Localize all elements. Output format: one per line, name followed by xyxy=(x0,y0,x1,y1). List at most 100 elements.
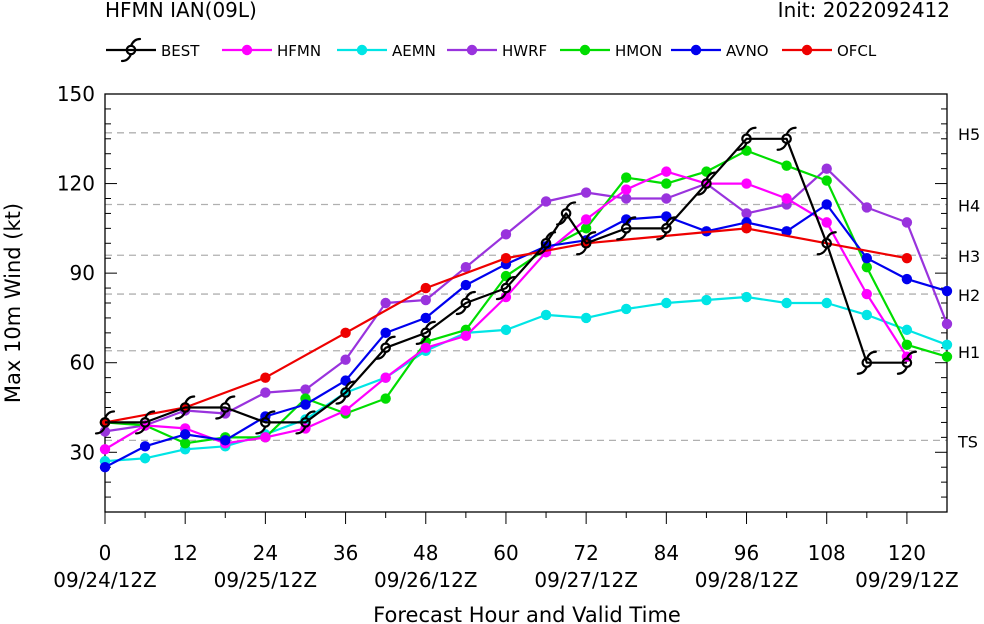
y-tick-label: 90 xyxy=(70,261,95,285)
legend-label: OFCL xyxy=(837,42,877,60)
point-best xyxy=(856,350,877,375)
point-hwrf xyxy=(741,208,752,219)
legend-marker xyxy=(801,44,813,56)
point-aemn xyxy=(500,324,512,336)
category-label: H3 xyxy=(958,247,980,266)
point-best xyxy=(776,126,797,151)
point-hfmn xyxy=(260,432,271,443)
point-hwrf xyxy=(420,294,431,306)
date-tick-label: 09/24/12Z xyxy=(53,568,157,592)
point-hmon xyxy=(621,172,632,183)
point-ofcl xyxy=(500,253,512,264)
point-avno xyxy=(99,462,111,473)
point-best xyxy=(816,231,837,256)
point-hfmn xyxy=(380,372,391,383)
point-avno xyxy=(821,199,832,210)
point-hfmn xyxy=(420,342,431,353)
x-tick-label: 84 xyxy=(654,541,679,565)
point-hwrf xyxy=(300,384,311,395)
point-best xyxy=(134,410,156,435)
point-hwrf xyxy=(380,297,391,309)
point-best xyxy=(495,275,517,301)
date-tick-label: 09/27/12Z xyxy=(534,568,638,592)
point-best xyxy=(736,126,757,151)
point-ofcl xyxy=(420,282,431,294)
point-best xyxy=(175,395,196,420)
point-best xyxy=(696,171,717,196)
x-tick-label: 24 xyxy=(253,541,278,565)
category-label: H4 xyxy=(958,196,980,215)
point-hmon xyxy=(179,438,191,449)
point-aemn xyxy=(580,312,592,324)
legend-marker xyxy=(356,44,368,56)
y-axis-label: Max 10m Wind (kt) xyxy=(1,203,25,403)
point-hwrf xyxy=(580,187,592,198)
point-best xyxy=(616,216,637,241)
point-hfmn xyxy=(580,214,592,225)
y-tick-label: 60 xyxy=(70,351,95,375)
x-tick-label: 60 xyxy=(493,541,518,565)
point-hwrf xyxy=(340,354,351,365)
point-aemn xyxy=(661,297,672,309)
series-layer xyxy=(94,126,953,473)
point-hwrf xyxy=(861,202,873,213)
series-line-avno xyxy=(104,203,948,469)
point-best xyxy=(455,290,476,316)
point-hfmn xyxy=(99,444,111,455)
x-axis-label: Forecast Hour and Valid Time xyxy=(373,603,681,624)
point-avno xyxy=(420,312,431,324)
point-avno xyxy=(139,441,151,452)
point-aemn xyxy=(621,303,632,315)
legend-item-hmon: HMON xyxy=(560,42,662,60)
point-aemn xyxy=(139,453,151,464)
point-aemn xyxy=(701,294,712,306)
point-best xyxy=(555,201,577,226)
point-avno xyxy=(781,226,792,237)
point-hfmn xyxy=(781,193,792,204)
legend-marker xyxy=(120,37,142,63)
x-tick-label: 120 xyxy=(888,541,926,565)
point-avno xyxy=(621,214,632,225)
point-best xyxy=(375,335,396,360)
point-ofcl xyxy=(901,253,913,264)
point-hfmn xyxy=(741,178,752,189)
point-avno xyxy=(941,285,953,297)
point-hmon xyxy=(380,393,391,404)
grid-layer: TS H1 H2 H3 H4 H5 xyxy=(105,125,980,451)
point-hwrf xyxy=(661,193,672,204)
legend-label: AVNO xyxy=(726,42,769,60)
y-tick-label: 150 xyxy=(57,82,95,106)
legend-marker xyxy=(241,44,253,56)
point-avno xyxy=(220,435,231,446)
series-best xyxy=(94,126,918,435)
legend: BEST HFMN AEMN HWRF HMON AVNO OFCL xyxy=(106,37,877,63)
point-hwrf xyxy=(260,387,271,398)
series-hwrf xyxy=(99,163,953,437)
point-aemn xyxy=(941,339,953,350)
point-avno xyxy=(380,327,391,339)
point-hfmn xyxy=(861,288,873,300)
series-line-best xyxy=(105,137,907,424)
x-tick-label: 48 xyxy=(413,541,438,565)
legend-label: HFMN xyxy=(277,42,321,60)
y-tick-label: 120 xyxy=(57,172,95,196)
point-avno xyxy=(901,273,913,285)
point-hmon xyxy=(580,223,592,234)
date-tick-label: 09/28/12Z xyxy=(695,568,799,592)
category-label: H5 xyxy=(958,125,980,144)
point-ofcl xyxy=(340,327,351,339)
point-aemn xyxy=(781,297,792,309)
x-tick-label: 12 xyxy=(172,541,197,565)
point-hmon xyxy=(941,351,953,362)
legend-item-avno: AVNO xyxy=(671,42,769,60)
legend-label: AEMN xyxy=(392,42,436,60)
x-tick-label: 108 xyxy=(808,541,846,565)
point-hfmn xyxy=(621,184,632,195)
point-hwrf xyxy=(941,318,953,330)
point-best xyxy=(215,395,236,420)
legend-item-ofcl: OFCL xyxy=(782,42,877,60)
point-best xyxy=(576,231,597,256)
point-best xyxy=(94,410,116,435)
init-time: Init: 2022092412 xyxy=(777,0,950,22)
point-hfmn xyxy=(340,405,351,416)
